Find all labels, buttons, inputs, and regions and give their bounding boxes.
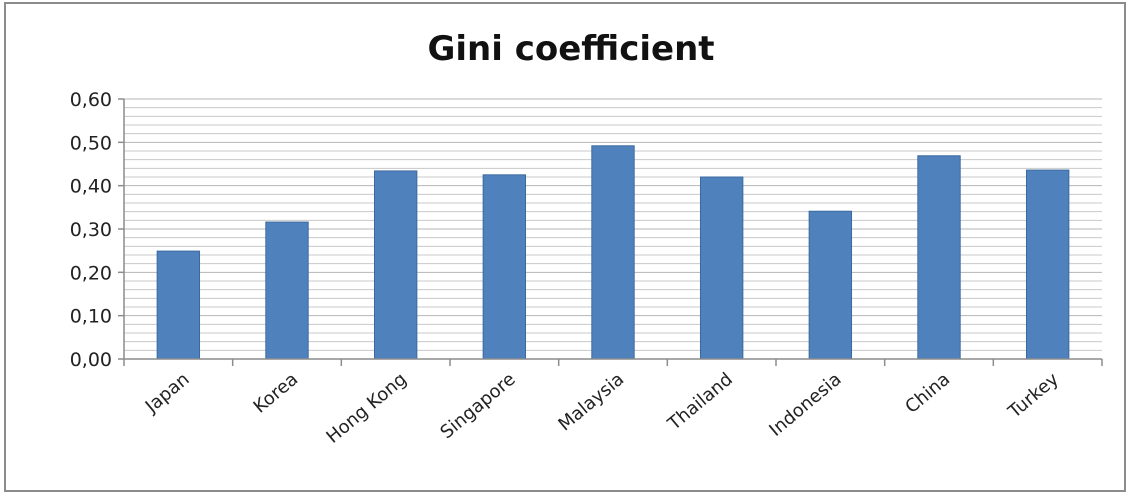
y-tick-label: 0,50 — [70, 132, 112, 154]
bar-thailand — [699, 176, 744, 360]
y-tick-label: 0,40 — [70, 176, 112, 198]
y-tick-label: 0,20 — [70, 262, 112, 284]
bars — [156, 145, 1070, 360]
bar-singapore — [482, 174, 527, 360]
chart-frame: Gini coefficient 0,00 0,10 0,20 0,30 0,40 0,5… — [4, 2, 1126, 492]
bar-indonesia — [808, 210, 853, 360]
x-axis-tick-labels: Japan Korea Hong Kong Singapore Malaysia Thai… — [141, 369, 1063, 448]
y-axis-tick-labels: 0,00 0,10 0,20 0,30 0,40 0,50 0,60 — [70, 89, 112, 371]
y-tick-label: 0,10 — [70, 306, 112, 328]
bar-japan — [156, 250, 201, 360]
x-tick-label: Indonesia — [765, 369, 845, 441]
x-tick-label: Singapore — [436, 369, 519, 443]
bar-korea — [265, 221, 309, 360]
x-tick-label: Turkey — [1004, 369, 1063, 424]
y-tick-label: 0,60 — [70, 89, 112, 111]
x-tick-label: Japan — [141, 369, 194, 418]
x-tick-label: Hong Kong — [322, 369, 410, 448]
x-tick-label: Malaysia — [554, 369, 628, 436]
bar-chart: Gini coefficient 0,00 0,10 0,20 0,30 0,40 0,5… — [70, 29, 1103, 448]
x-tick-label: Korea — [250, 369, 303, 418]
bar-malaysia — [591, 145, 635, 360]
bar-turkey — [1025, 169, 1070, 360]
bar-hong-kong — [373, 170, 418, 360]
x-tick-label: China — [901, 369, 954, 418]
chart-title: Gini coefficient — [427, 29, 714, 69]
bar-china — [917, 155, 961, 360]
y-tick-label: 0,00 — [70, 349, 112, 371]
x-tick-label: Thailand — [663, 369, 736, 435]
y-tick-label: 0,30 — [70, 219, 112, 241]
axes — [118, 98, 1103, 366]
